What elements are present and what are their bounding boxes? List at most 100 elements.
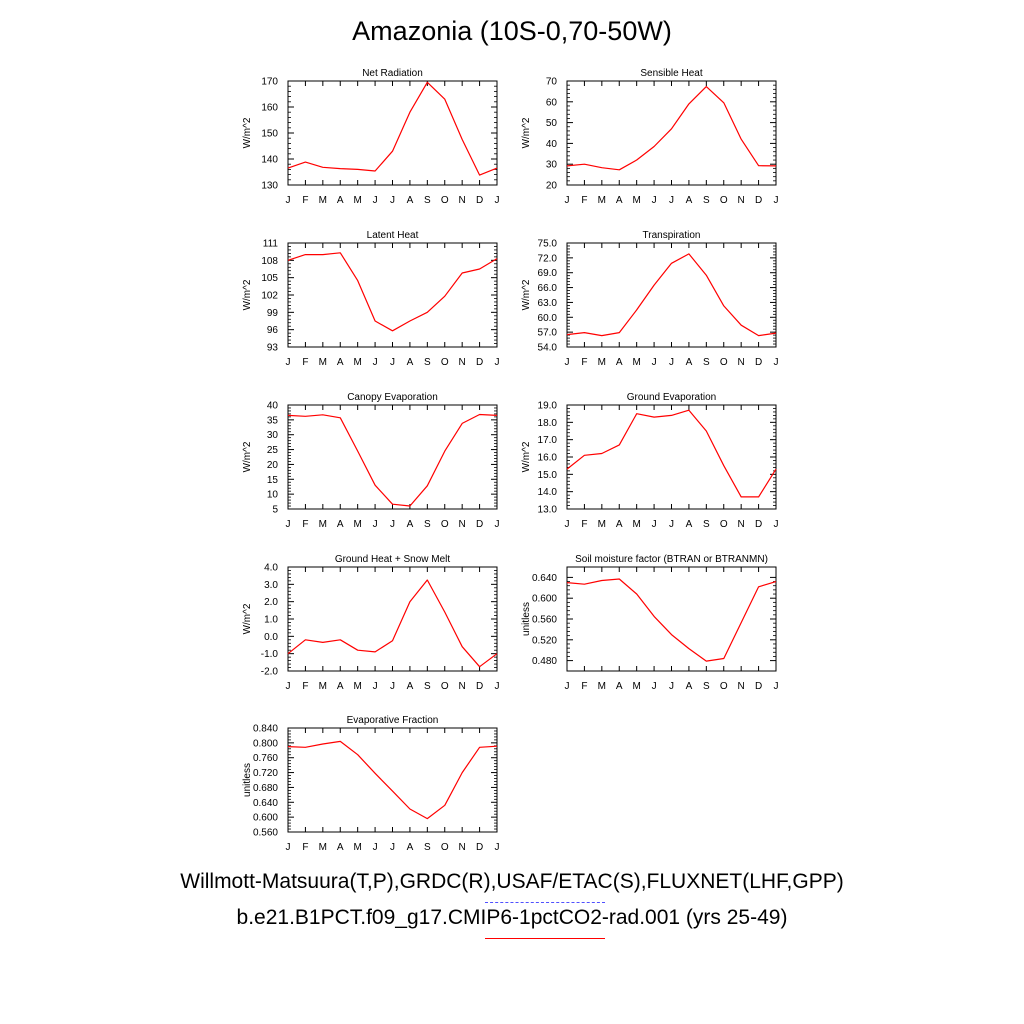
y-tick-label: 111 — [263, 239, 279, 250]
y-tick-label: 25 — [267, 445, 279, 456]
model-series-line — [566, 85, 777, 171]
y-tick-label: -2.0 — [261, 667, 279, 678]
y-tick-label: 60 — [546, 97, 558, 108]
x-tick-label: M — [319, 195, 327, 206]
x-tick-label: S — [424, 842, 431, 853]
y-axis-label: W/m^2 — [521, 117, 532, 148]
y-tick-label: 0.0 — [264, 632, 278, 643]
x-tick-label: M — [353, 195, 361, 206]
model-series-line — [566, 578, 777, 662]
x-tick-label: J — [669, 519, 674, 530]
x-tick-label: J — [652, 681, 657, 692]
x-tick-label: M — [632, 519, 640, 530]
y-tick-label: 108 — [261, 256, 278, 267]
x-tick-label: A — [686, 357, 693, 368]
y-tick-label: 20 — [267, 460, 279, 471]
x-tick-label: M — [598, 681, 606, 692]
y-tick-label: 40 — [546, 139, 558, 150]
x-tick-label: F — [302, 195, 308, 206]
y-tick-label: 35 — [267, 415, 279, 426]
x-tick-label: J — [373, 842, 378, 853]
y-tick-label: 93 — [267, 343, 279, 354]
panel-title: Canopy Evaporation — [347, 392, 438, 403]
panel-title: Transpiration — [643, 230, 701, 241]
x-tick-label: J — [565, 357, 570, 368]
x-tick-label: M — [632, 681, 640, 692]
x-tick-label: M — [353, 519, 361, 530]
x-tick-label: F — [581, 195, 587, 206]
panel-title: Latent Heat — [367, 230, 419, 241]
y-axis-label: W/m^2 — [242, 279, 253, 310]
y-tick-label: 30 — [267, 430, 279, 441]
x-tick-label: S — [703, 357, 710, 368]
y-tick-label: 17.0 — [538, 435, 558, 446]
y-tick-label: 2.0 — [264, 597, 278, 608]
y-tick-label: 0.640 — [253, 798, 278, 809]
x-tick-label: A — [337, 842, 344, 853]
x-tick-label: M — [598, 519, 606, 530]
x-tick-label: J — [669, 195, 674, 206]
x-tick-label: J — [669, 357, 674, 368]
y-tick-label: 15 — [267, 475, 279, 486]
x-tick-label: J — [390, 842, 395, 853]
x-tick-label: F — [302, 842, 308, 853]
x-tick-label: F — [581, 357, 587, 368]
x-tick-label: O — [720, 357, 728, 368]
y-tick-label: 96 — [267, 325, 279, 336]
y-tick-label: 18.0 — [538, 418, 558, 429]
y-tick-label: 70 — [546, 77, 558, 88]
y-tick-label: 19.0 — [538, 401, 558, 412]
y-tick-label: 57.0 — [538, 328, 558, 339]
x-tick-label: A — [616, 681, 623, 692]
x-tick-label: J — [652, 519, 657, 530]
x-tick-label: O — [720, 519, 728, 530]
y-tick-label: 0.640 — [532, 573, 557, 584]
x-tick-label: J — [390, 357, 395, 368]
x-tick-label: A — [337, 519, 344, 530]
y-tick-label: 0.520 — [532, 635, 557, 646]
y-tick-label: 3.0 — [264, 580, 278, 591]
x-tick-label: D — [755, 195, 762, 206]
x-tick-label: M — [319, 357, 327, 368]
y-axis-label: W/m^2 — [242, 117, 253, 148]
y-tick-label: 0.600 — [253, 813, 278, 824]
x-tick-label: F — [581, 519, 587, 530]
y-axis-label: unitless — [521, 602, 532, 636]
x-tick-label: A — [686, 519, 693, 530]
x-tick-label: J — [774, 357, 779, 368]
x-tick-label: N — [459, 681, 466, 692]
plot-frame — [287, 80, 498, 186]
panel-8: Soil moisture factor (BTRAN or BTRANMN) J… — [521, 554, 779, 692]
y-axis-label: W/m^2 — [242, 603, 253, 634]
x-tick-label: N — [459, 195, 466, 206]
y-tick-label: 72.0 — [538, 253, 558, 264]
y-tick-label: 0.680 — [253, 783, 278, 794]
x-tick-label: M — [353, 357, 361, 368]
obs-legend-line — [485, 902, 605, 903]
x-tick-label: J — [373, 195, 378, 206]
x-tick-label: J — [495, 681, 500, 692]
x-tick-label: N — [459, 519, 466, 530]
x-tick-label: M — [319, 519, 327, 530]
x-tick-label: J — [774, 195, 779, 206]
y-tick-label: 15.0 — [538, 470, 558, 481]
x-tick-label: A — [407, 357, 414, 368]
x-tick-label: O — [441, 357, 449, 368]
x-tick-label: M — [632, 357, 640, 368]
panel-title: Soil moisture factor (BTRAN or BTRANMN) — [575, 554, 768, 565]
x-tick-label: A — [407, 519, 414, 530]
y-tick-label: 160 — [261, 103, 278, 114]
x-tick-label: O — [720, 195, 728, 206]
y-tick-label: 0.560 — [532, 615, 557, 626]
x-tick-label: N — [459, 842, 466, 853]
x-tick-label: M — [353, 681, 361, 692]
x-tick-label: J — [390, 681, 395, 692]
x-tick-label: M — [598, 195, 606, 206]
x-tick-label: N — [738, 681, 745, 692]
